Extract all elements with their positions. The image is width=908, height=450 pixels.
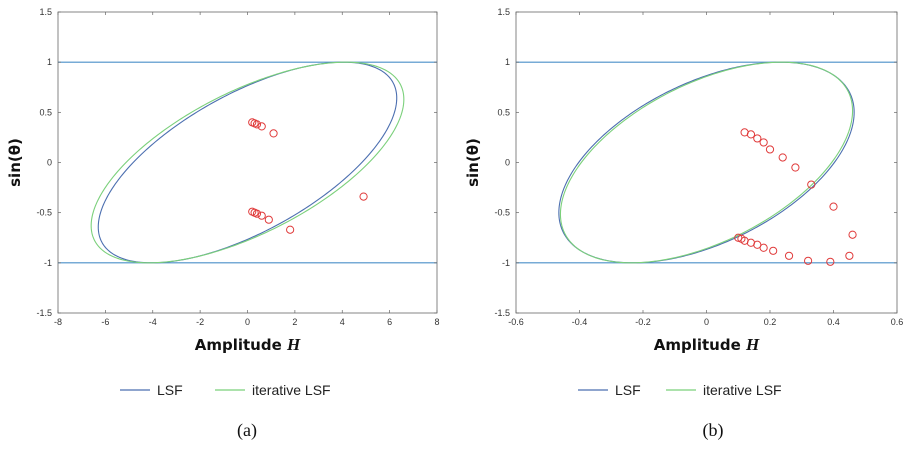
data-point bbox=[286, 225, 295, 234]
x-axis-label-b: Amplitude H bbox=[654, 335, 760, 354]
x-axis-label-a: Amplitude H bbox=[195, 335, 301, 354]
data-point bbox=[765, 145, 775, 154]
data-point bbox=[359, 192, 368, 201]
data-point bbox=[829, 202, 838, 211]
data-point bbox=[848, 230, 857, 239]
data-point bbox=[269, 129, 278, 138]
x-tick-label: 0.6 bbox=[891, 317, 904, 327]
y-tick-label: 1.5 bbox=[497, 7, 510, 17]
x-tick-label: -0.6 bbox=[508, 317, 524, 327]
chart-panel-a: -8 -6 -4 -2 0 2 4 6 8 -1.5-1-0.500.511.5 sin(θ) … bbox=[6, 7, 440, 441]
y-tick-label: 1 bbox=[47, 57, 52, 67]
data-point bbox=[264, 215, 273, 224]
legend-label-lsf-b: LSF bbox=[615, 382, 641, 398]
data-point bbox=[252, 209, 262, 218]
legend-label-iterative-a: iterative LSF bbox=[252, 382, 331, 398]
legend-label-lsf-a: LSF bbox=[157, 382, 183, 398]
chart-panel-b: -0.6 -0.4 -0.2 0 0.2 0.4 0.6 -1.5 -1 -0.5 0 0.5 1 1.… bbox=[464, 7, 903, 441]
x-tick-label: 4 bbox=[340, 317, 345, 327]
y-tick-label: 0.5 bbox=[39, 107, 52, 117]
series-line-iterative-lsf-a bbox=[90, 61, 405, 264]
y-axis-label-a: sin(θ) bbox=[6, 138, 24, 187]
x-tick-label: 0 bbox=[704, 317, 709, 327]
y-tick-label: -0.5 bbox=[36, 208, 52, 218]
y-tick-label: 0 bbox=[47, 158, 52, 168]
y-tick-label: 1 bbox=[505, 57, 510, 67]
y-tick-label: -0.5 bbox=[494, 208, 510, 218]
y-tick-label: -1.5 bbox=[36, 308, 52, 318]
data-point bbox=[784, 251, 794, 260]
x-tick-label: 0 bbox=[245, 317, 250, 327]
x-tick-label: 0.2 bbox=[764, 317, 777, 327]
x-tick-label: -4 bbox=[149, 317, 157, 327]
data-point bbox=[807, 180, 816, 189]
y-tick-label: -1 bbox=[44, 258, 52, 268]
x-tick-label: 2 bbox=[292, 317, 297, 327]
data-point bbox=[826, 257, 835, 266]
x-tick-label: -2 bbox=[196, 317, 204, 327]
data-point bbox=[769, 246, 778, 255]
data-point bbox=[804, 256, 813, 265]
x-tick-label: -0.4 bbox=[572, 317, 588, 327]
data-point bbox=[759, 138, 768, 147]
data-point bbox=[252, 120, 262, 129]
series-line-lsf-b bbox=[558, 61, 855, 264]
y-tick-label: -1.5 bbox=[494, 308, 510, 318]
y-tick-label: 0.5 bbox=[497, 107, 510, 117]
y-tick-label: -1 bbox=[502, 258, 510, 268]
data-point bbox=[734, 233, 743, 242]
plot-frame-b bbox=[515, 11, 898, 314]
x-tick-label: 6 bbox=[387, 317, 392, 327]
data-point bbox=[737, 234, 746, 243]
data-point bbox=[257, 122, 266, 131]
series-line-iterative-lsf-b bbox=[559, 61, 854, 264]
y-tick-label: 1.5 bbox=[39, 7, 52, 17]
y-axis-label-b: sin(θ) bbox=[464, 138, 482, 187]
data-point bbox=[257, 211, 266, 220]
data-point bbox=[746, 130, 756, 139]
x-tick-label: -0.2 bbox=[635, 317, 651, 327]
caption-a: (a) bbox=[237, 420, 257, 441]
data-point bbox=[753, 134, 762, 143]
x-tick-label: -8 bbox=[54, 317, 62, 327]
y-tick-label: 0 bbox=[505, 158, 510, 168]
plot-frame-a bbox=[57, 11, 438, 314]
data-point bbox=[845, 251, 854, 260]
data-point bbox=[778, 153, 787, 162]
caption-b: (b) bbox=[703, 420, 724, 441]
x-tick-label: 0.4 bbox=[827, 317, 840, 327]
data-point bbox=[791, 163, 800, 172]
legend-label-iterative-b: iterative LSF bbox=[703, 382, 782, 398]
x-tick-label: -6 bbox=[101, 317, 109, 327]
series-line-lsf-a bbox=[97, 61, 398, 264]
x-tick-label: 8 bbox=[434, 317, 439, 327]
